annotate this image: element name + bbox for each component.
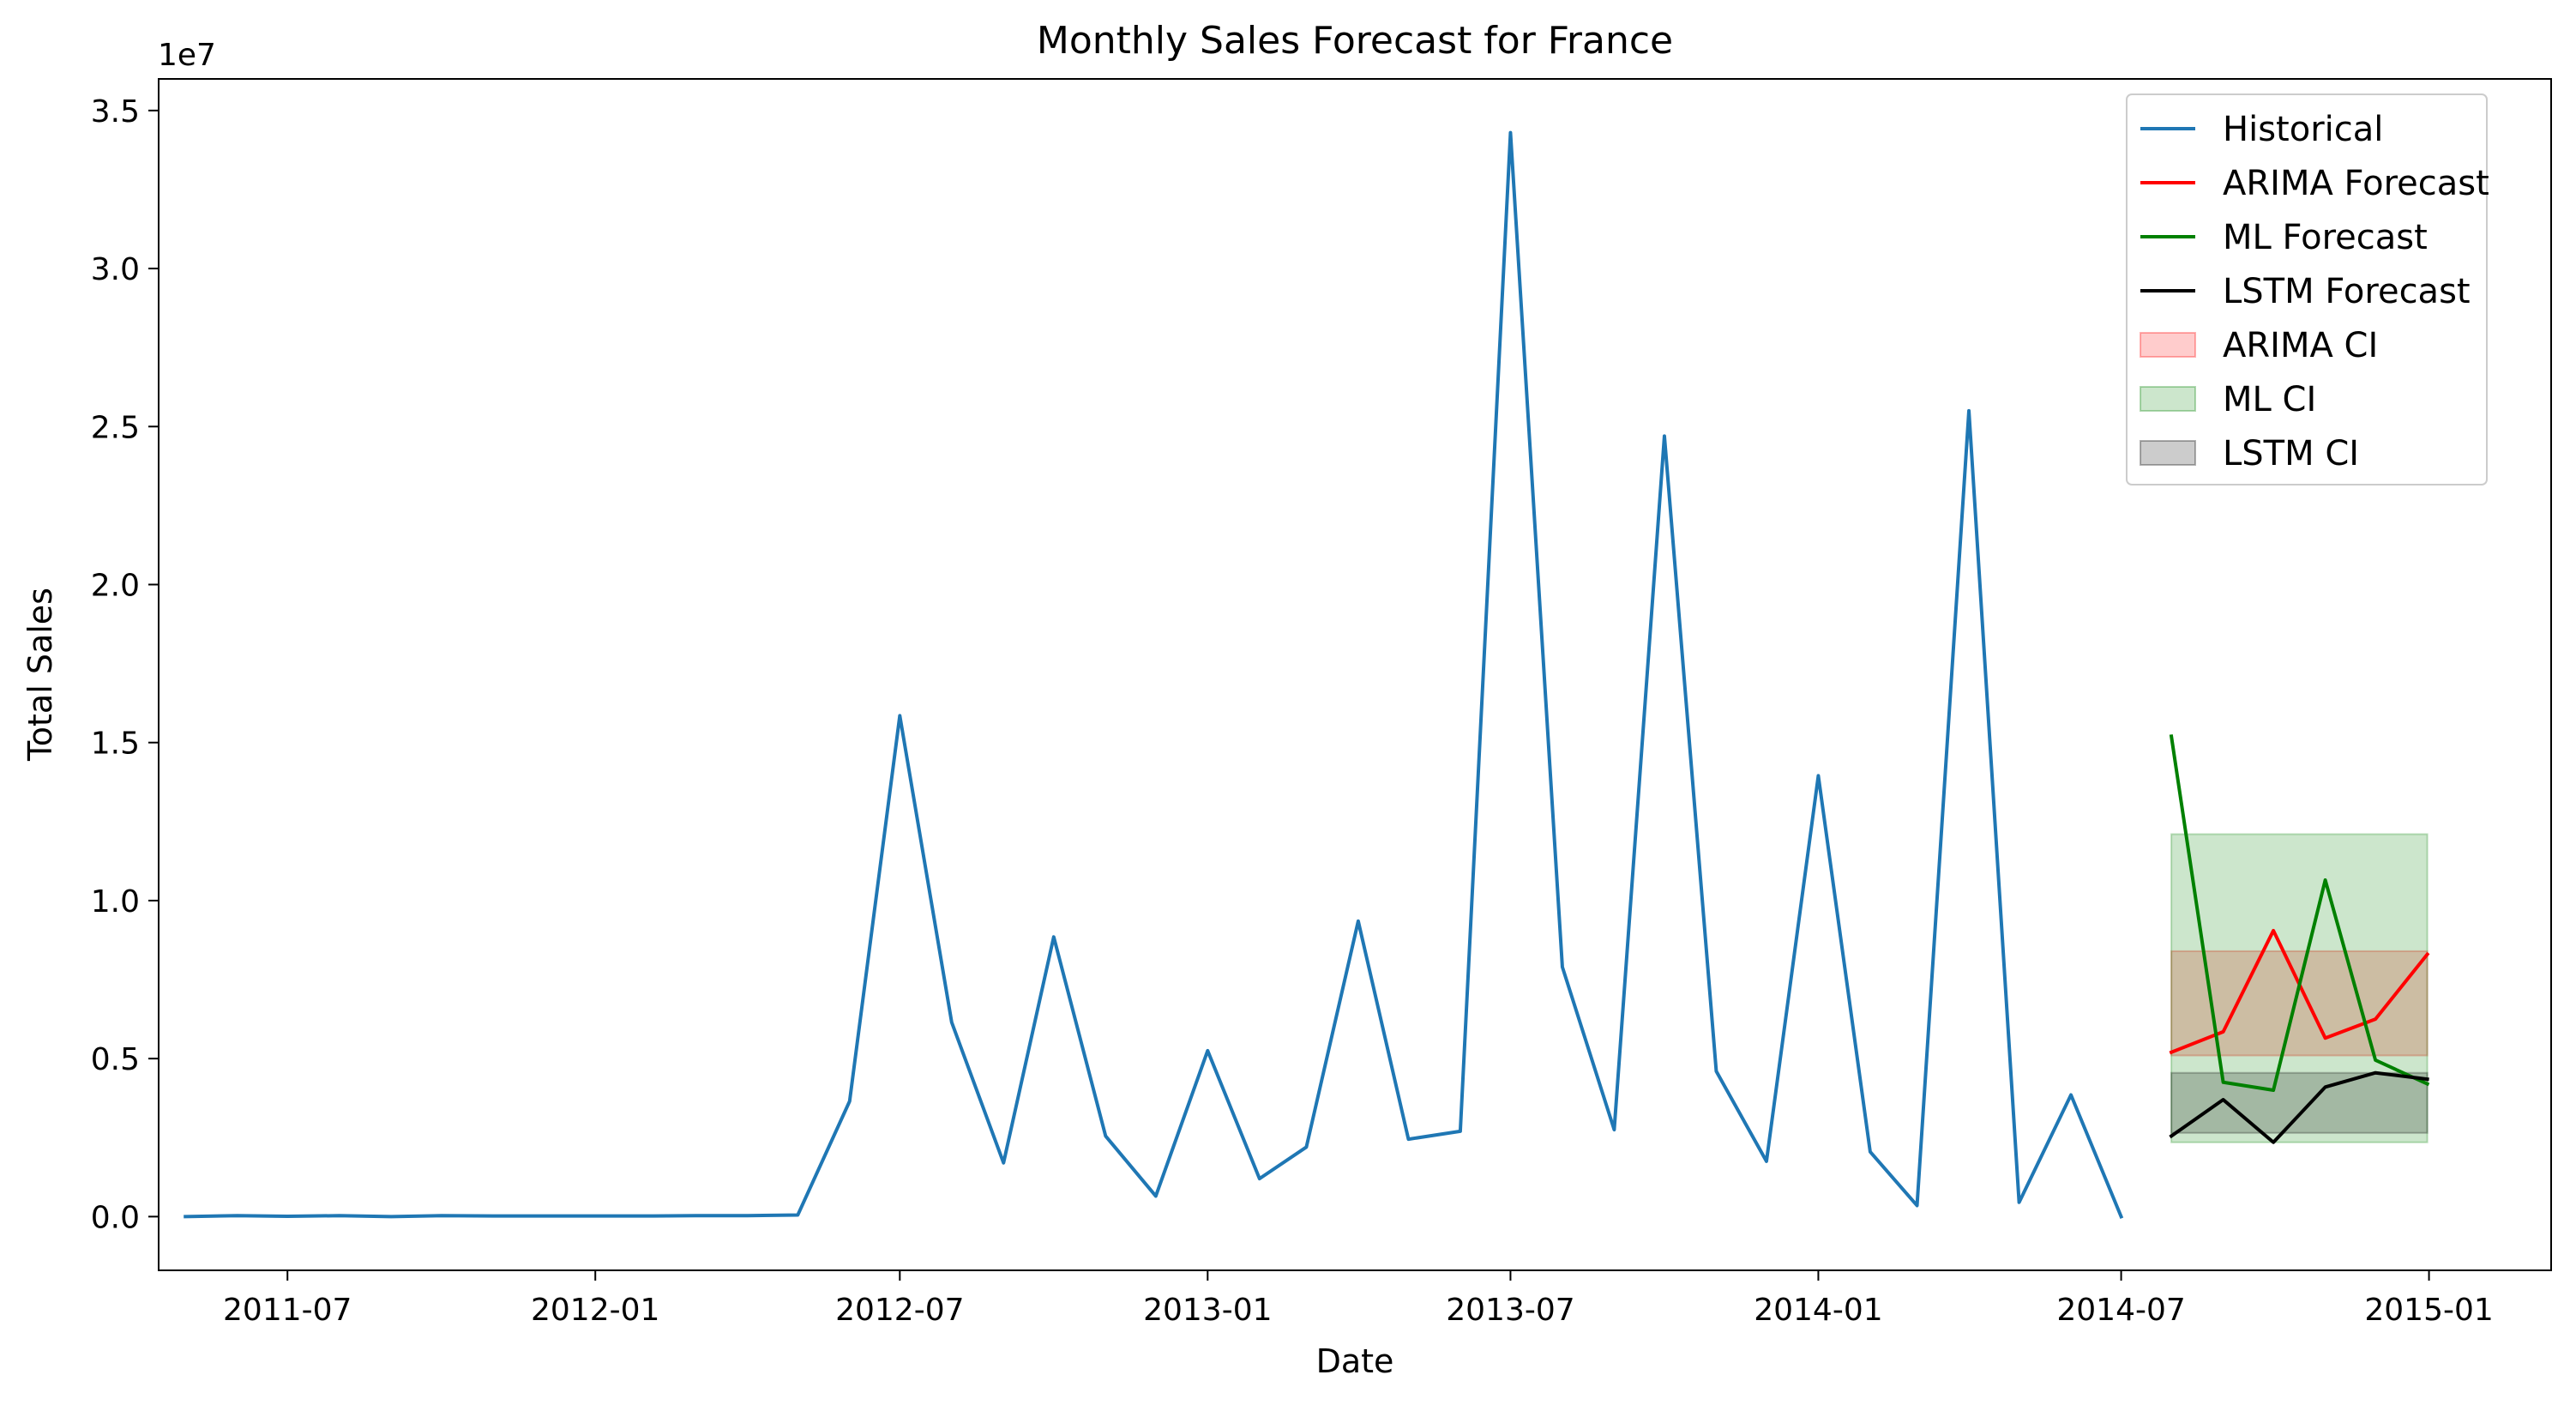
series-line-lstm-forecast xyxy=(2169,1070,2429,1144)
x-tick-label: 2011-07 xyxy=(223,1293,352,1328)
chart-title: Monthly Sales Forecast for France xyxy=(1037,19,1673,63)
y-tick-label: 1.0 xyxy=(91,884,140,920)
legend-label-arima-forecast: ARIMA Forecast xyxy=(2223,164,2489,203)
y-tick-label: 0.5 xyxy=(91,1042,140,1077)
x-tick-label: 2013-07 xyxy=(1446,1293,1574,1328)
x-axis-title: Date xyxy=(1316,1342,1394,1380)
legend-label-ml-ci: ML CI xyxy=(2223,380,2316,419)
confidence-bands xyxy=(2170,833,2429,1143)
y-multiplier-label: 1e7 xyxy=(158,38,216,73)
legend-label-lstm-forecast: LSTM Forecast xyxy=(2223,272,2471,311)
legend-label-ml-forecast: ML Forecast xyxy=(2223,218,2428,257)
y-axis-title: Total Sales xyxy=(21,588,59,762)
legend-swatch-ml-ci xyxy=(2140,386,2196,412)
legend: Historical ARIMA Forecast ML Forecast LSTM … xyxy=(2126,93,2489,485)
legend-swatch-arima-ci xyxy=(2140,332,2196,358)
x-axis: 2011-07 2012-01 2012-07 2013-01 2013-07 2014-… xyxy=(223,1270,2494,1328)
y-tick-label: 3.5 xyxy=(91,94,140,130)
x-tick-label: 2014-01 xyxy=(1754,1293,1882,1328)
x-tick-label: 2013-01 xyxy=(1143,1293,1272,1328)
series-line-ml-forecast xyxy=(2169,734,2430,1092)
y-tick-label: 2.0 xyxy=(91,568,140,603)
x-tick-label: 2012-07 xyxy=(835,1293,964,1328)
band-arima-ci xyxy=(2170,950,2429,1057)
y-tick-label: 1.5 xyxy=(91,727,140,762)
series-lines xyxy=(184,130,2430,1219)
y-tick-label: 2.5 xyxy=(91,410,140,445)
y-axis: 0.0 0.5 1.0 1.5 2.0 2.5 3.0 3.5 xyxy=(91,94,159,1235)
legend-swatch-lstm-ci xyxy=(2140,440,2196,466)
y-tick-label: 0.0 xyxy=(91,1200,140,1235)
legend-label-historical: Historical xyxy=(2223,110,2383,149)
legend-label-lstm-ci: LSTM CI xyxy=(2223,434,2359,473)
x-tick-label: 2015-01 xyxy=(2364,1293,2493,1328)
legend-label-arima-ci: ARIMA CI xyxy=(2223,326,2378,365)
x-tick-label: 2014-07 xyxy=(2056,1293,2185,1328)
legend-frame xyxy=(2126,93,2488,485)
x-tick-label: 2012-01 xyxy=(531,1293,659,1328)
y-tick-label: 3.0 xyxy=(91,252,140,287)
band-lstm-ci xyxy=(2170,1071,2429,1134)
series-line-historical xyxy=(184,130,2124,1219)
plot-area-frame xyxy=(158,78,2552,1271)
